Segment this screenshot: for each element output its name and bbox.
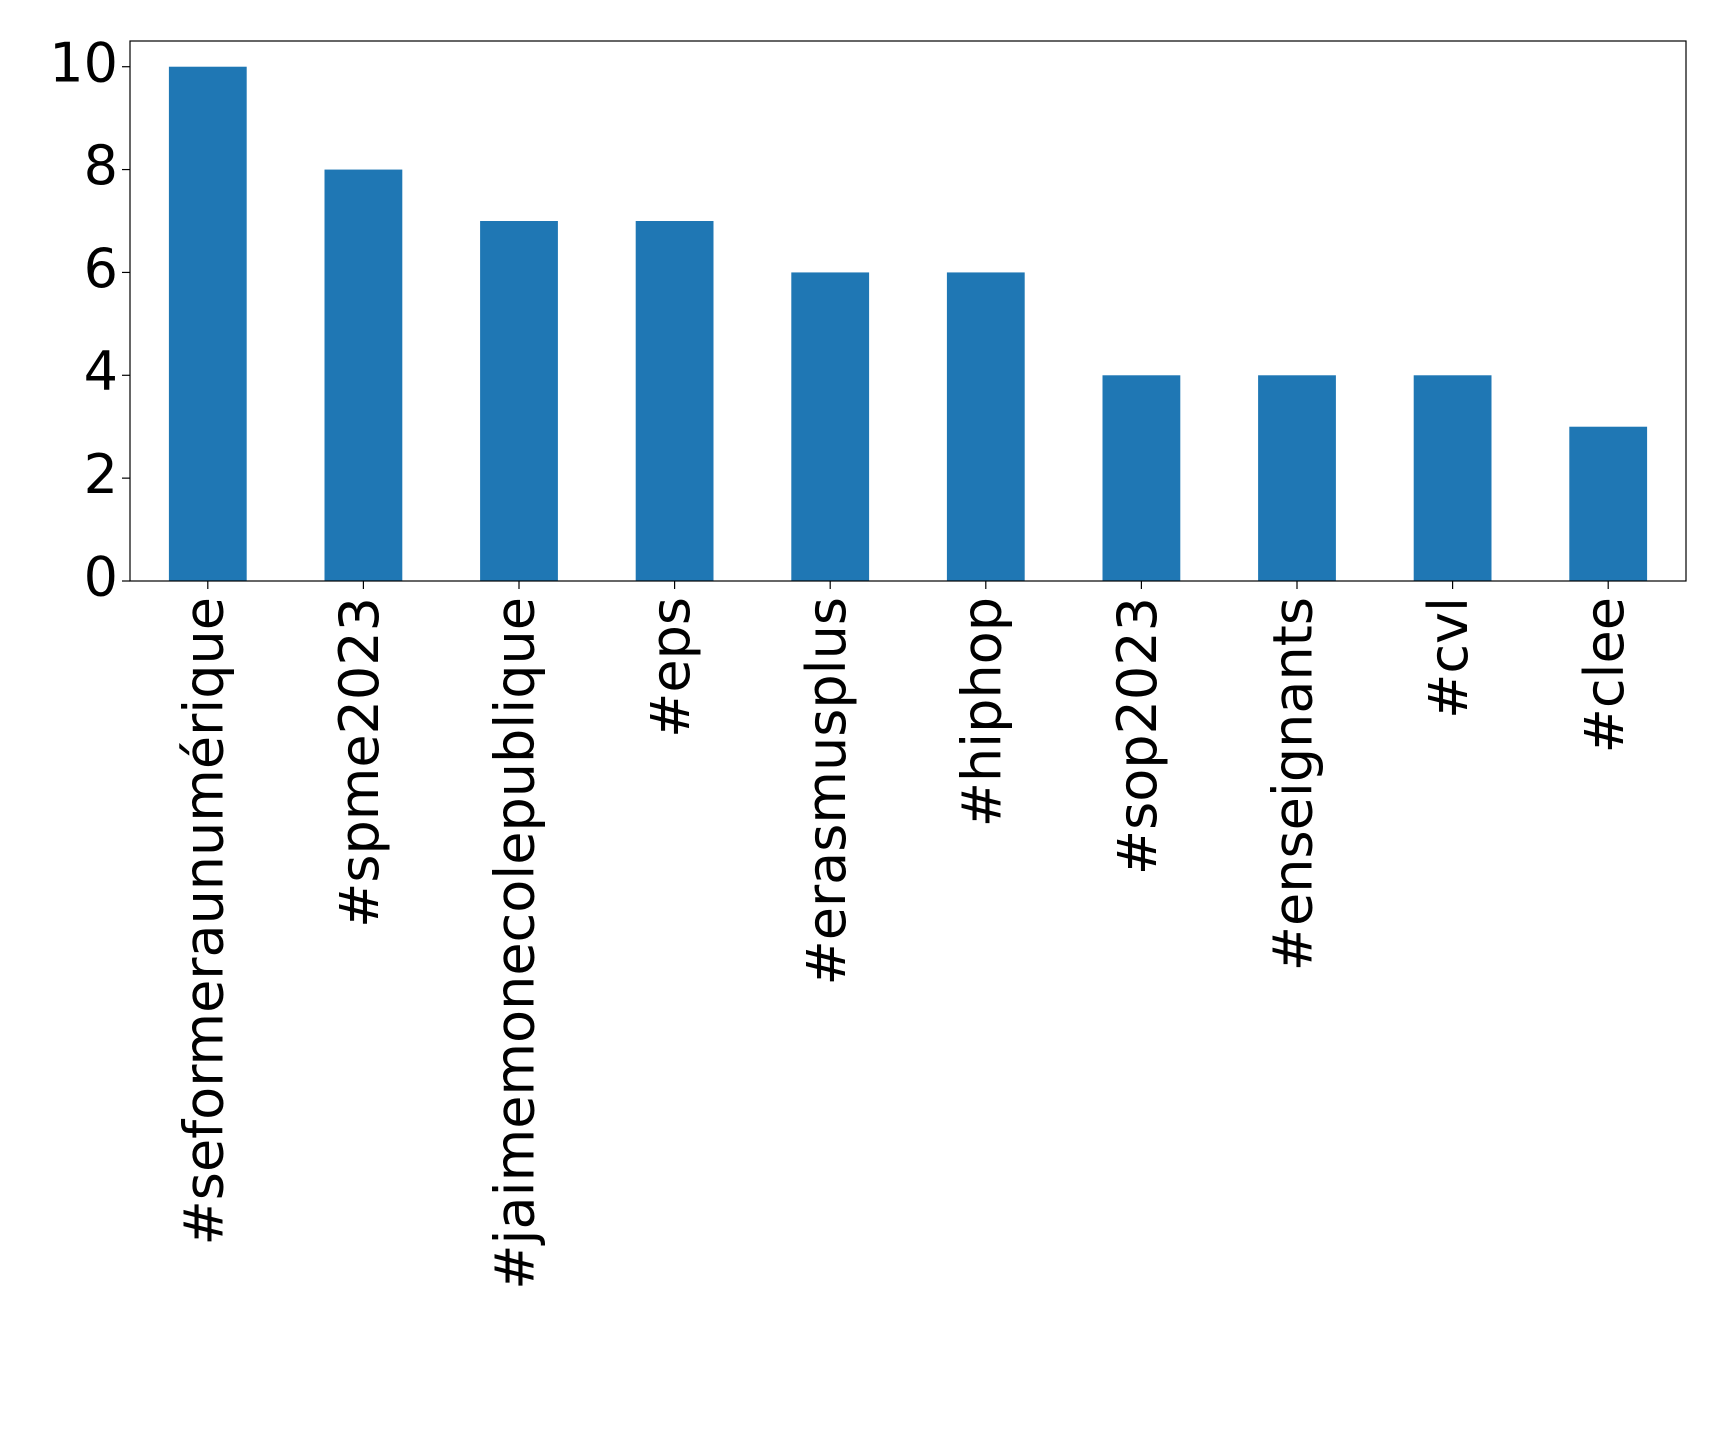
x-tick-label: #sop2023 — [1106, 597, 1169, 875]
y-tick-label: 6 — [84, 237, 118, 300]
bar — [1569, 426, 1648, 581]
y-tick-label: 10 — [49, 31, 118, 94]
y-tick-label: 8 — [84, 134, 118, 197]
x-tick-label: #enseignants — [1262, 597, 1325, 971]
bar — [1413, 375, 1492, 581]
bar — [168, 66, 247, 581]
x-tick-label: #seformeraunumérique — [172, 597, 235, 1245]
bar — [635, 221, 714, 581]
bar — [1102, 375, 1181, 581]
x-tick-label: #erasmusplus — [795, 597, 858, 986]
x-tick-label: #spme2023 — [328, 597, 391, 928]
x-tick-label: #jaimemonecolepublique — [484, 597, 547, 1290]
x-tick-label: #eps — [639, 597, 702, 738]
bar — [791, 272, 870, 581]
plot-frame — [129, 40, 1687, 582]
y-tick-label: 0 — [84, 546, 118, 609]
y-tick-label: 2 — [84, 443, 118, 506]
x-tick-label: #cvl — [1417, 597, 1480, 719]
bar — [1258, 375, 1336, 581]
x-tick-label: #hiphop — [950, 597, 1013, 827]
bar — [480, 221, 558, 581]
x-tick-label: #clee — [1573, 597, 1636, 753]
y-tick-label: 4 — [84, 340, 118, 403]
bar — [946, 272, 1025, 581]
bar — [324, 169, 403, 582]
